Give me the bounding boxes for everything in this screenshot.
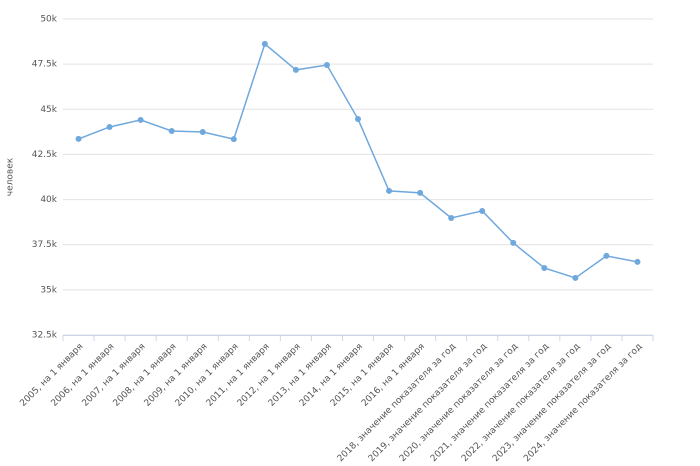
- y-tick-label: 47.5k: [32, 60, 58, 70]
- y-tick-label: 32.5k: [32, 331, 58, 341]
- point: [261, 40, 268, 47]
- point: [603, 252, 610, 259]
- point: [106, 123, 113, 130]
- point: [510, 239, 517, 246]
- x-tick-label: 2022, значение показателя за год: [460, 342, 582, 464]
- y-tick-label: 42.5k: [32, 150, 58, 160]
- x-tick-label: 2023, значение показателя за год: [491, 342, 613, 464]
- point: [168, 127, 175, 134]
- point: [199, 129, 206, 136]
- y-axis-label: человек: [6, 157, 16, 196]
- y-tick-label: 50k: [40, 15, 57, 25]
- point: [355, 116, 361, 123]
- point: [541, 265, 548, 272]
- point: [572, 274, 579, 281]
- y-tick-label: 40k: [40, 195, 57, 205]
- point: [137, 116, 144, 123]
- point: [417, 189, 424, 196]
- point: [292, 66, 299, 73]
- point: [479, 207, 486, 214]
- point: [386, 187, 393, 194]
- point: [448, 214, 455, 221]
- line: [78, 42, 638, 279]
- y-tick-label: 35k: [40, 285, 57, 295]
- point: [230, 136, 237, 143]
- point: [323, 62, 330, 69]
- y-tick-label: 45k: [40, 105, 57, 115]
- x-tick-label: 2024, значение показателя за год: [522, 342, 644, 464]
- y-tick-label: 37.5k: [32, 240, 58, 250]
- point: [75, 135, 82, 142]
- point: [634, 258, 641, 265]
